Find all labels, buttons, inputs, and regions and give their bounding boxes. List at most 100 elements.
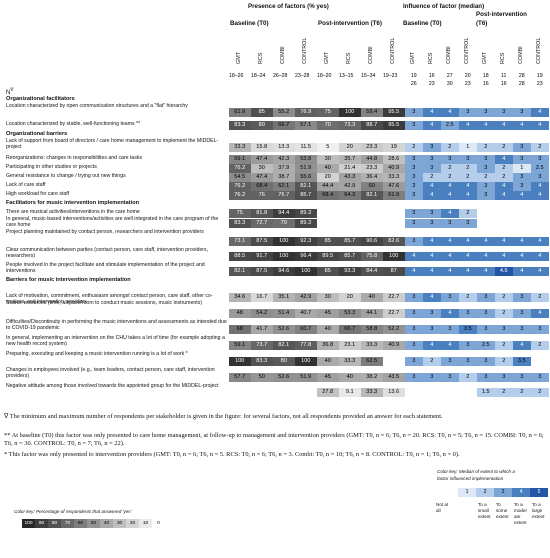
presence-cell: 80 (251, 121, 273, 130)
influence-cell: 3 (477, 108, 495, 117)
influence-cell: 3 (531, 155, 549, 164)
presence-cell: 40 (317, 357, 339, 366)
influence-cell: 2.5 (441, 121, 459, 130)
influence-cell: 3 (423, 309, 441, 318)
row-label: General resistance to change / trying ou… (6, 173, 126, 179)
presence-cell: 43.3 (339, 173, 361, 182)
n-label-sup: ∇ (10, 87, 14, 92)
percent-key-swatch: 0 (152, 519, 165, 528)
presence-cell: 100 (273, 237, 295, 246)
row-label: Difficulties/Discontinuity in performing… (6, 319, 227, 332)
presence-cell: 15.8 (251, 143, 273, 152)
presence-cell: 88.7 (361, 121, 383, 130)
presence-cell: 51.9 (295, 373, 317, 382)
influence-cell: 4.5 (495, 267, 513, 276)
presence-cell: 40 (339, 373, 361, 382)
influence-cell: 3 (477, 293, 495, 302)
influence-n-value: 27 (446, 73, 453, 79)
row-label: There are musical activities/interventio… (6, 209, 140, 215)
influence-cell: 3 (405, 357, 423, 366)
influence-cell: 4 (531, 121, 549, 130)
influence-group-header: RCS (428, 52, 434, 64)
presence-cell: 52.2 (383, 325, 405, 334)
presence-cell: 85 (317, 237, 339, 246)
influence-cell: 4 (495, 155, 513, 164)
median-key-title-1: Color key: Median of extent to which a (437, 469, 515, 474)
influence-cell: 4 (495, 237, 513, 246)
influence-cell: 3 (423, 209, 441, 218)
influence-cell: 4 (423, 182, 441, 191)
presence-cell: 66.7 (339, 325, 361, 334)
influence-cell: 4 (477, 267, 495, 276)
presence-cell: 19 (383, 143, 405, 152)
influence-cell: 3 (405, 209, 423, 218)
presence-cell: 57.7 (229, 373, 251, 382)
influence-cell: 3 (495, 373, 513, 382)
influence-cell: 3 (477, 325, 495, 334)
presence-cell: 89.3 (295, 209, 317, 218)
influence-cell: 3 (405, 219, 423, 228)
presence-cell: 61.9 (383, 191, 405, 200)
influence-cell: 4 (531, 309, 549, 318)
median-key-swatch: 3 (494, 488, 512, 497)
influence-cell: 3 (441, 219, 459, 228)
presence-cell: 13.3 (273, 143, 295, 152)
influence-cell: 4 (423, 293, 441, 302)
influence-cell: 3 (423, 155, 441, 164)
presence-cell: 76.7 (273, 191, 295, 200)
influence-cell: 2 (477, 143, 495, 152)
influence-n-value: 23 (536, 81, 543, 87)
influence-cell: 3 (459, 219, 477, 228)
influence-cell: 2 (495, 388, 513, 397)
presence-n-value: 15–34 (361, 73, 376, 79)
percent-key-title: Color key: Percentage of respondents tha… (14, 509, 132, 514)
influence-cell: 4 (513, 252, 531, 261)
presence-cell: 92.3 (295, 237, 317, 246)
presence-cell: 35.7 (339, 155, 361, 164)
percent-key-swatch: 100 (22, 519, 35, 528)
presence-group-header: COMBI (368, 46, 374, 64)
influence-cell: 3 (405, 293, 423, 302)
presence-cell: 80 (273, 357, 295, 366)
presence-cell: 70 (273, 219, 295, 228)
presence-cell: 75 (229, 209, 251, 218)
influence-cell: 4 (441, 267, 459, 276)
n-label-text: N (6, 90, 11, 96)
influence-cell: 2 (459, 164, 477, 173)
presence-cell: 20 (339, 293, 361, 302)
influence-cell: 3 (531, 325, 549, 334)
median-key-caption: large (532, 508, 543, 513)
presence-cell: 58.8 (361, 325, 383, 334)
influence-group-header: GMT (410, 52, 416, 64)
presence-cell: 42.3 (273, 155, 295, 164)
influence-cell: 2 (495, 143, 513, 152)
presence-cell: 59.1 (229, 155, 251, 164)
section-heading: Organizational barriers (6, 131, 68, 137)
presence-cell: 76.2 (229, 191, 251, 200)
median-key-caption: some (496, 508, 508, 513)
percent-key-swatch: 10 (139, 519, 152, 528)
median-key-swatch: 5 (530, 488, 548, 497)
presence-n-value: 18–20 (317, 73, 332, 79)
presence-cell: 94.6 (273, 267, 295, 276)
presence-cell: 27.8 (317, 388, 339, 397)
presence-cell: 40 (317, 325, 339, 334)
median-key-caption: To (496, 502, 501, 507)
presence-cell: 52.6 (273, 325, 295, 334)
influence-cell: 4 (423, 121, 441, 130)
presence-cell: 83.3 (251, 357, 273, 366)
presence-cell: 76.2 (229, 164, 251, 173)
presence-cell: 53.8 (295, 155, 317, 164)
influence-cell: 2 (477, 173, 495, 182)
presence-cell: 47.6 (383, 182, 405, 191)
percent-key-swatch: 40 (100, 519, 113, 528)
presence-cell: 100 (295, 267, 317, 276)
influence-cell: 2 (495, 173, 513, 182)
presence-cell: 68.4 (251, 182, 273, 191)
presence-cell: 36.8 (317, 341, 339, 350)
presence-cell: 59.4 (361, 108, 383, 117)
influence-n-value: 19 (536, 73, 543, 79)
influence-cell: 2 (459, 373, 477, 382)
presence-cell: 60.7 (295, 325, 317, 334)
